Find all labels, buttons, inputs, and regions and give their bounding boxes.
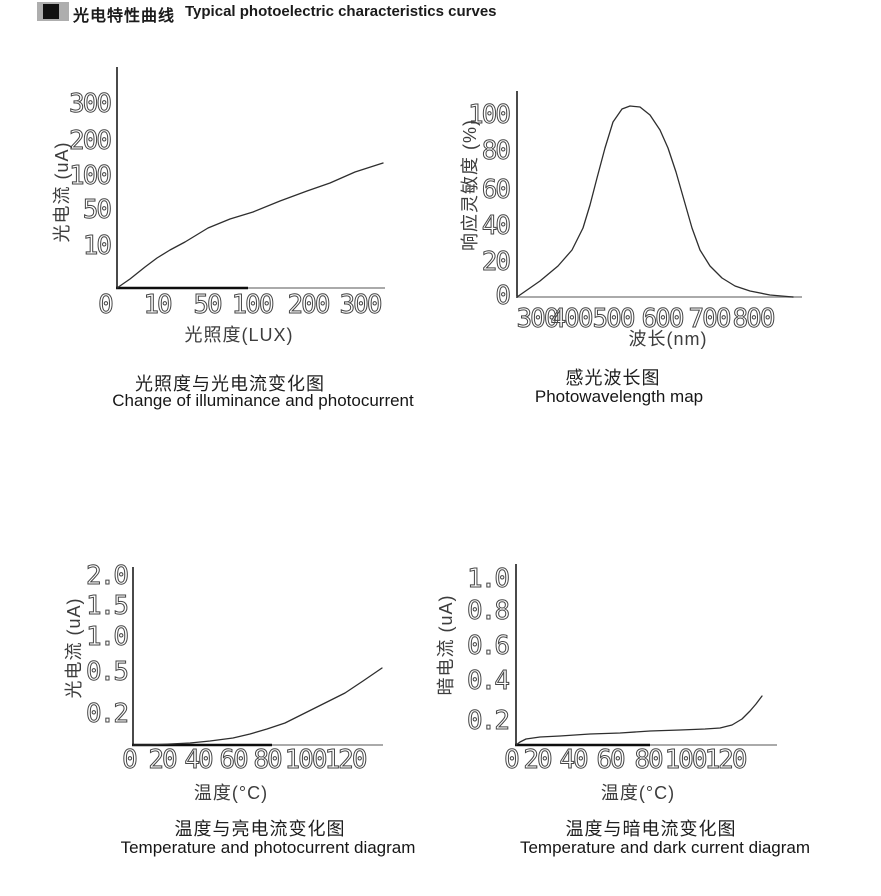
x-tick-label: 300	[340, 290, 381, 320]
y-tick-label: 60	[482, 175, 510, 205]
curve-line	[116, 162, 384, 289]
caption-zh-chart1: 光照度与光电流变化图	[135, 374, 325, 394]
y-tick-label: 40	[482, 211, 510, 241]
chart-temperature-darkcurrent: 1.0 0.8 0.6 0.4 0.2 0 20 40 60 80 100 12…	[436, 564, 777, 803]
chart-temperature-photocurrent: 2.0 1.5 1.0 0.5 0.2 0 20 40 60 80 100 12…	[64, 561, 383, 803]
y-tick-label: 2.0	[86, 561, 127, 591]
y-tick-label: 10	[83, 231, 111, 261]
y-tick-label: 0.2	[467, 706, 508, 736]
x-tick-label: 100	[665, 745, 706, 775]
x-tick-label: 300	[517, 304, 558, 334]
y-tick-label: 1.5	[86, 591, 127, 621]
x-tick-label: 120	[325, 745, 366, 775]
x-tick-label: 10	[143, 290, 171, 320]
caption-en-chart4: Temperature and dark current diagram	[519, 838, 811, 857]
page-title-en: Typical photoelectric characteristics cu…	[185, 3, 497, 20]
x-tick-label: 40	[559, 745, 587, 775]
chart-spectral-response: 100 80 60 40 20 0 300 400 500 600 700 80…	[460, 91, 802, 349]
y-axis-title: 光电流 (uA)	[64, 597, 84, 698]
x-tick-label: 60	[596, 745, 624, 775]
y-tick-label: 0	[495, 281, 509, 311]
y-tick-label: 100	[468, 100, 509, 130]
y-tick-label: 0.5	[86, 657, 127, 687]
x-tick-label: 400	[551, 304, 592, 334]
y-tick-label: 20	[482, 247, 510, 277]
y-axis-title: 暗电流 (uA)	[436, 594, 456, 695]
chart-illuminance-photocurrent: 300 200 100 50 10 0 10 50 100 200 300 光照…	[52, 67, 385, 345]
y-tick-label: 0.6	[467, 631, 508, 661]
black-square-bullet-icon	[43, 4, 59, 19]
x-tick-label: 100	[285, 745, 326, 775]
y-tick-label: 50	[83, 195, 111, 225]
x-axis-title: 温度(°C)	[601, 783, 675, 803]
x-tick-label: 20	[523, 745, 551, 775]
y-tick-label: 200	[69, 126, 110, 156]
x-tick-label: 120	[705, 745, 746, 775]
x-tick-label: 60	[219, 745, 247, 775]
caption-zh-chart2: 感光波长图	[565, 368, 661, 388]
x-tick-label: 500	[593, 304, 634, 334]
origin-label: 0	[122, 745, 136, 775]
y-axis-title: 响应灵敏度 (%)	[460, 119, 480, 251]
y-tick-label: 100	[69, 161, 110, 191]
x-tick-label: 80	[634, 745, 662, 775]
page-header: 光电特性曲线 Typical photoelectric characteris…	[0, 0, 881, 26]
curve-line	[515, 695, 763, 746]
y-tick-label: 1.0	[86, 622, 127, 652]
x-tick-label: 50	[193, 290, 221, 320]
origin-label: 0	[98, 290, 112, 320]
x-tick-label: 700	[689, 304, 730, 334]
x-axis-title: 温度(°C)	[194, 783, 268, 803]
x-axis-title: 光照度(LUX)	[184, 325, 293, 345]
curve-line	[132, 667, 383, 746]
caption-en-chart1: Change of illuminance and photocurrent	[112, 391, 414, 410]
x-tick-label: 40	[184, 745, 212, 775]
x-tick-label: 100	[232, 290, 273, 320]
y-tick-label: 0.8	[467, 596, 508, 626]
y-tick-label: 80	[482, 136, 510, 166]
curve-line	[516, 105, 794, 298]
x-axis-title: 波长(nm)	[629, 329, 708, 349]
x-tick-label: 600	[642, 304, 683, 334]
caption-zh-chart3: 温度与亮电流变化图	[174, 819, 346, 839]
caption-en-chart3: Temperature and photocurrent diagram	[120, 838, 416, 857]
origin-label: 0	[504, 745, 518, 775]
y-tick-label: 1.0	[467, 564, 508, 594]
x-tick-label: 20	[148, 745, 176, 775]
y-tick-label: 0.2	[86, 699, 127, 729]
y-axis-title: 光电流 (uA)	[52, 141, 72, 242]
x-tick-label: 800	[733, 304, 774, 334]
caption-zh-chart4: 温度与暗电流变化图	[565, 819, 737, 839]
caption-en-chart2: Photowavelength map	[534, 387, 704, 406]
page-title-zh: 光电特性曲线	[73, 8, 176, 25]
y-tick-label: 0.4	[467, 666, 509, 696]
y-tick-label: 300	[69, 89, 110, 119]
x-tick-label: 200	[288, 290, 329, 320]
x-tick-label: 80	[253, 745, 281, 775]
